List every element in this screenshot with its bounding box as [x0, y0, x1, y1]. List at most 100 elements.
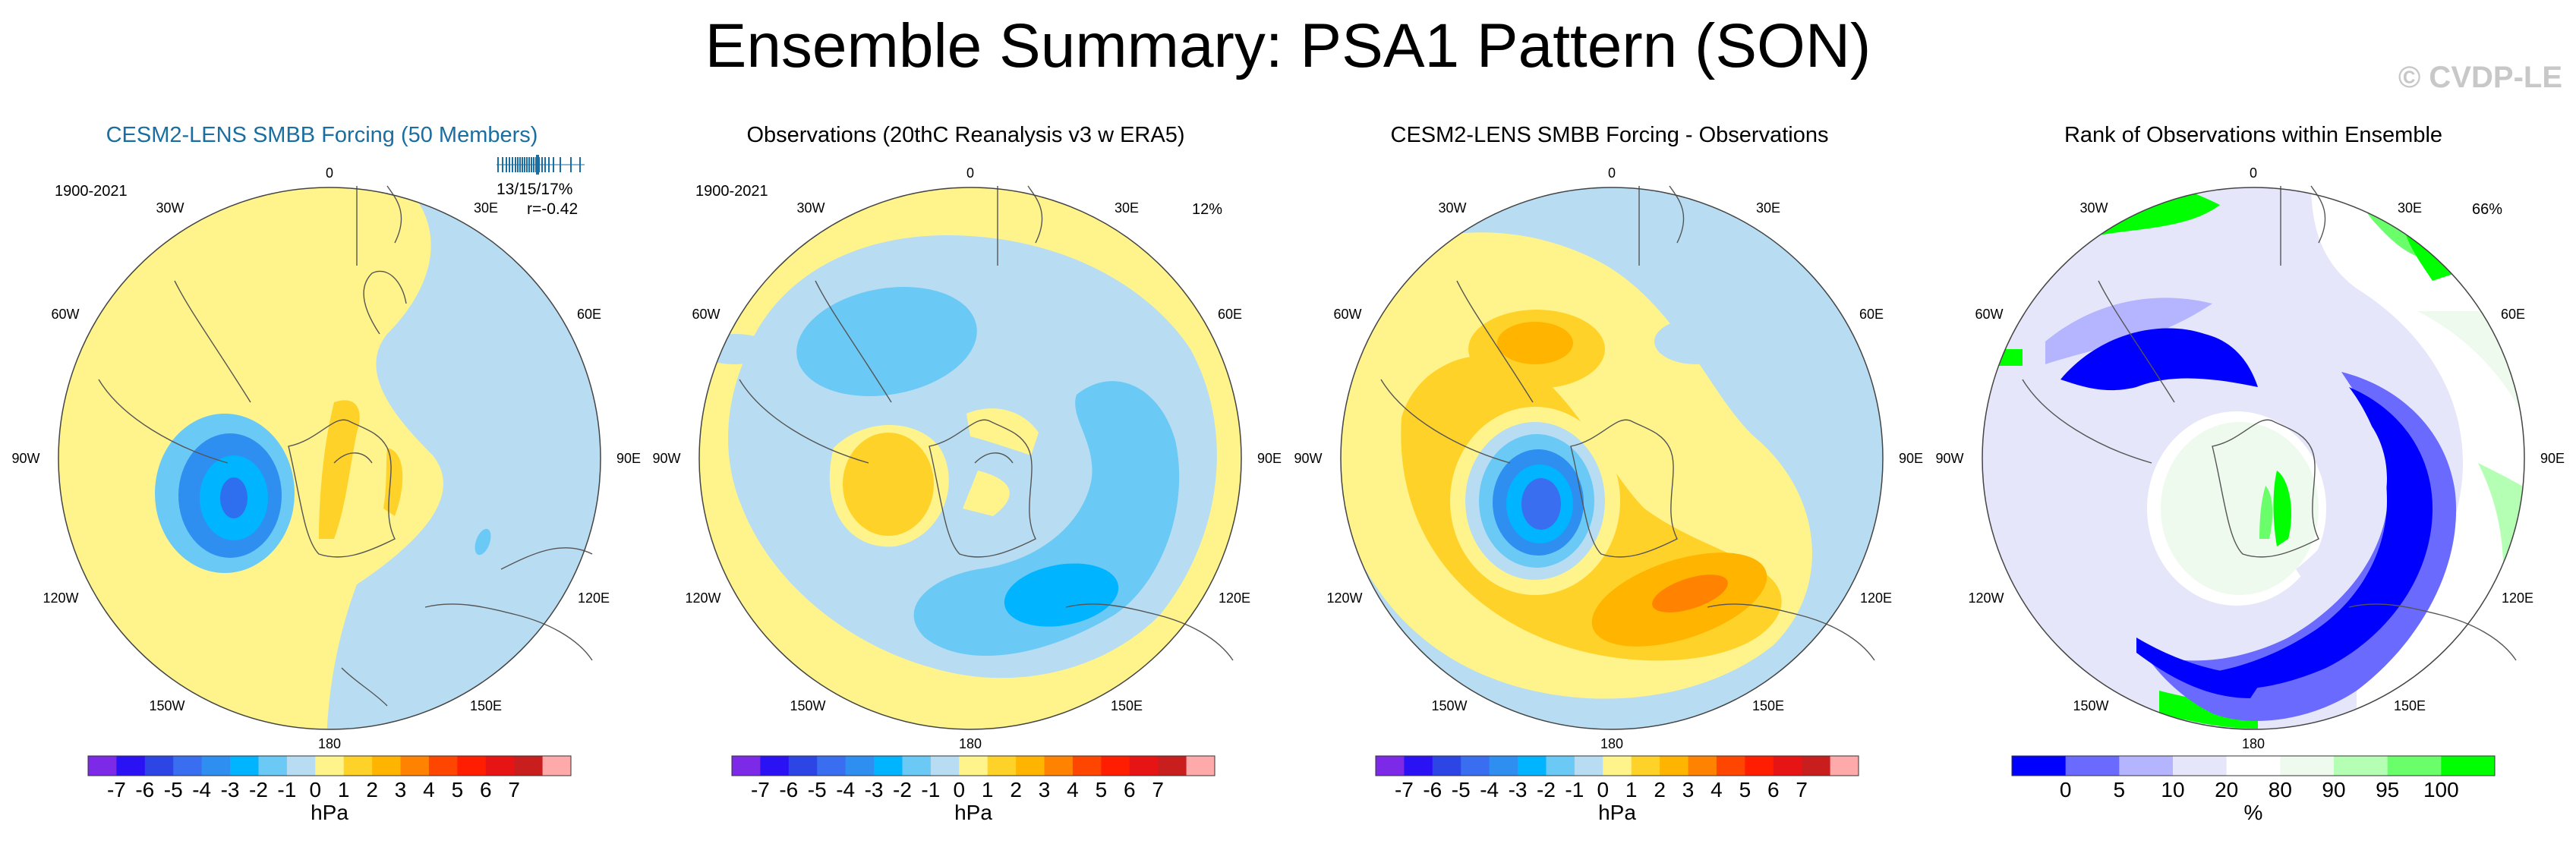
colorbar-tick-label: 5 [452, 778, 464, 801]
lon-label-120w: 120W [1968, 590, 2004, 606]
lon-label-120w: 120W [685, 590, 720, 606]
colorbar-tick-label: 0 [1597, 778, 1610, 801]
colorbar-tick-label: -3 [221, 778, 240, 801]
colorbar-swatch [1603, 756, 1632, 776]
lon-label-60e: 60E [577, 307, 601, 322]
colorbar-tick-label: -1 [1565, 778, 1584, 801]
field-negative-atlantic [699, 334, 773, 364]
colorbar-swatch [1574, 756, 1603, 776]
lon-label-90e: 90E [1257, 451, 1282, 466]
field-negative-3hpa [1004, 563, 1119, 627]
colorbar-swatch [1716, 756, 1745, 776]
colorbar-swatch [258, 756, 288, 776]
colorbar-tick-label: -5 [1452, 778, 1471, 801]
colorbar-swatch [874, 756, 903, 776]
colorbar-swatch [760, 756, 790, 776]
colorbar-tick-label: 4 [1067, 778, 1079, 801]
colorbar-swatch [1101, 756, 1130, 776]
inset-correlation: r=-0.42 [527, 200, 579, 218]
rank-pct: 66% [2472, 201, 2502, 218]
field-positive-1hpa [319, 400, 360, 539]
colorbar-tick-label: -4 [192, 778, 211, 801]
colorbar-tick-label: 3 [1039, 778, 1051, 801]
lon-label-90w: 90W [11, 451, 39, 466]
field-positive-1hpa [843, 433, 934, 536]
colorbar: -7 -6 -5 -4 -3 -2 -1 0 1 2 3 4 5 6 7 hPa [1375, 755, 1859, 824]
rank-0-ring [2174, 387, 2433, 690]
lon-label-120w: 120W [1326, 590, 1362, 606]
colorbar-swatch [959, 756, 988, 776]
inset-percentiles: 13/15/17% [497, 181, 573, 198]
colorbar-swatch [2334, 756, 2388, 776]
colorbar-swatch [2173, 756, 2228, 776]
colorbar-tick-label: 6 [1124, 778, 1136, 801]
panel-rank: Rank of Observations within Ensemble [1931, 114, 2575, 847]
lon-label-30w: 30W [2079, 200, 2108, 216]
colorbar-swatch [457, 756, 487, 776]
colorbar-tick-label: 0 [310, 778, 322, 801]
colorbar-tick-label: -7 [1395, 778, 1414, 801]
colorbar-tick-label: 100 [2423, 778, 2459, 801]
colorbar-swatch [1432, 756, 1461, 776]
lon-label-90e: 90E [1899, 451, 1923, 466]
colorbar-swatch [1830, 756, 1859, 776]
field-negative-5hpa [1521, 478, 1561, 530]
colorbar-swatch [428, 756, 458, 776]
coastlines [98, 185, 593, 707]
rank-90-inner [2161, 422, 2319, 595]
field-positive-atlantic-3hpa [1497, 322, 1573, 364]
lon-label-120e: 120E [578, 590, 610, 606]
colorbar-swatch [1461, 756, 1490, 776]
lon-label-30w: 30W [1438, 200, 1466, 216]
colorbar-swatch [2119, 756, 2174, 776]
lon-label-180: 180 [318, 736, 341, 751]
lon-label-180: 180 [959, 736, 982, 751]
colorbar-swatch [902, 756, 932, 776]
colorbar: 0 5 10 20 80 90 95 100% [2011, 755, 2496, 824]
colorbar-swatch [732, 756, 761, 776]
colorbar-swatch [1660, 756, 1689, 776]
lon-label-0: 0 [966, 165, 974, 181]
coastlines [2022, 185, 2517, 661]
colorbar-tick-label: -3 [1509, 778, 1528, 801]
field-negative-4hpa [220, 477, 248, 518]
lon-label-150e: 150E [2394, 698, 2426, 713]
colorbar-swatch [2226, 756, 2281, 776]
colorbar-swatch [88, 756, 117, 776]
lon-label-30e: 30E [1115, 200, 1139, 216]
map-border [1982, 187, 2525, 730]
colorbar-swatch [2012, 756, 2067, 776]
colorbar-tick-label: -4 [836, 778, 855, 801]
colorbar: -7 -6 -5 -4 -3 -2 -1 0 1 2 3 4 5 6 7 hPa [731, 755, 1215, 824]
lon-label-150e: 150E [1752, 698, 1784, 713]
colorbar-swatch [2280, 756, 2335, 776]
colorbar-swatch [1773, 756, 1802, 776]
lon-label-90w: 90W [1294, 451, 1322, 466]
colorbar-swatch [2387, 756, 2442, 776]
lon-label-0: 0 [2250, 165, 2257, 181]
colorbar-swatch [930, 756, 960, 776]
lon-label-120e: 120E [1219, 590, 1250, 606]
panel-difference: CESM2-LENS SMBB Forcing - Observations [1288, 114, 1931, 847]
panel-title: CESM2-LENS SMBB Forcing (50 Members) [106, 123, 538, 147]
panel-title: CESM2-LENS SMBB Forcing - Observations [1390, 123, 1829, 147]
field-negative-south-atlantic [796, 286, 977, 397]
map-border [58, 187, 601, 730]
colorbar-tick-label: -1 [921, 778, 940, 801]
rank-mid-antarctica [2296, 387, 2387, 592]
colorbar-swatch [2065, 756, 2120, 776]
colorbar-tick-label: -1 [277, 778, 296, 801]
colorbar-swatch [1129, 756, 1159, 776]
colorbar-swatch [1745, 756, 1774, 776]
colorbar-tick-label: 3 [1682, 778, 1695, 801]
colorbar-swatch [144, 756, 174, 776]
lon-label-150w: 150W [1431, 698, 1467, 713]
colorbar-tick-label: 6 [480, 778, 492, 801]
rank-100-peninsula [2273, 471, 2292, 546]
panel-ensemble-mean: CESM2-LENS SMBB Forcing (50 Members) 13/… [0, 114, 644, 847]
colorbar-swatch [1631, 756, 1660, 776]
variance-pct: 12% [1192, 201, 1222, 218]
colorbar-tick-label: -3 [865, 778, 884, 801]
colorbar-tick-label: 7 [1152, 778, 1164, 801]
colorbar-swatch [343, 756, 373, 776]
